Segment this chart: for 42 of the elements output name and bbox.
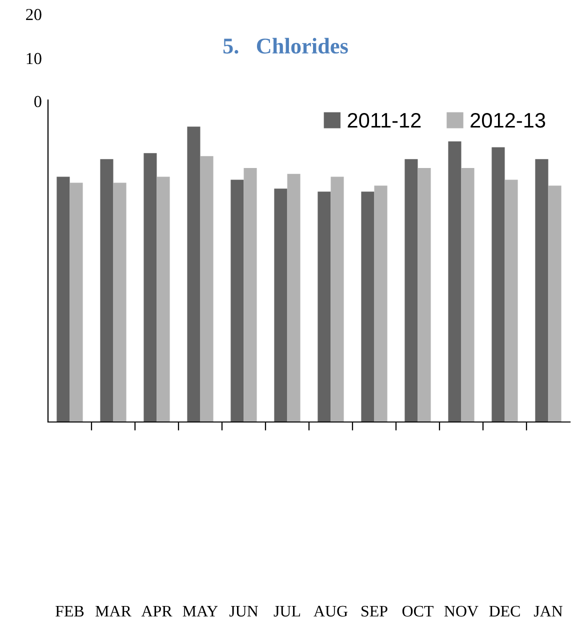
x-tick-label: JUL <box>274 606 300 617</box>
bar <box>56 176 70 422</box>
bar <box>287 174 300 422</box>
x-tick-label: AUG <box>314 606 348 617</box>
x-tick-label: OCT <box>402 606 434 617</box>
text: 0 <box>34 96 42 108</box>
x-tick-label: DEC <box>489 606 520 617</box>
x-tick-label: JAN <box>534 606 563 617</box>
bar <box>361 192 374 422</box>
bar <box>492 147 505 422</box>
bar <box>535 159 548 422</box>
bar <box>156 176 170 422</box>
bar <box>418 168 431 422</box>
text: 20 <box>26 8 42 20</box>
legend-label: 2012-13 <box>470 112 546 128</box>
x-tick-label: APR <box>141 606 172 616</box>
bar <box>230 180 244 422</box>
x-tick-label: SEP <box>362 606 388 617</box>
x-tick-label: JUN <box>229 606 258 617</box>
bar <box>113 182 126 422</box>
bar <box>244 168 257 422</box>
bar <box>504 180 518 422</box>
bar <box>374 186 388 422</box>
bar <box>200 156 214 422</box>
x-tick-label: NOV <box>444 606 478 617</box>
bar <box>461 168 474 422</box>
x-tick-label: FEB <box>56 606 84 616</box>
x-tick-label: MAY <box>182 606 218 616</box>
x-tick-label: MAR <box>96 606 132 616</box>
bar <box>70 182 83 422</box>
bar <box>144 153 157 422</box>
text: 10 <box>26 52 42 64</box>
bar <box>448 141 462 422</box>
bar <box>100 159 114 422</box>
bar <box>318 192 331 422</box>
bar <box>274 188 288 422</box>
legend-label: 2011-12 <box>348 112 421 128</box>
bar <box>548 186 562 422</box>
bar <box>404 159 418 422</box>
bar <box>187 126 200 422</box>
bar <box>330 176 344 422</box>
chart-title: 5. Chlorides <box>223 38 348 54</box>
